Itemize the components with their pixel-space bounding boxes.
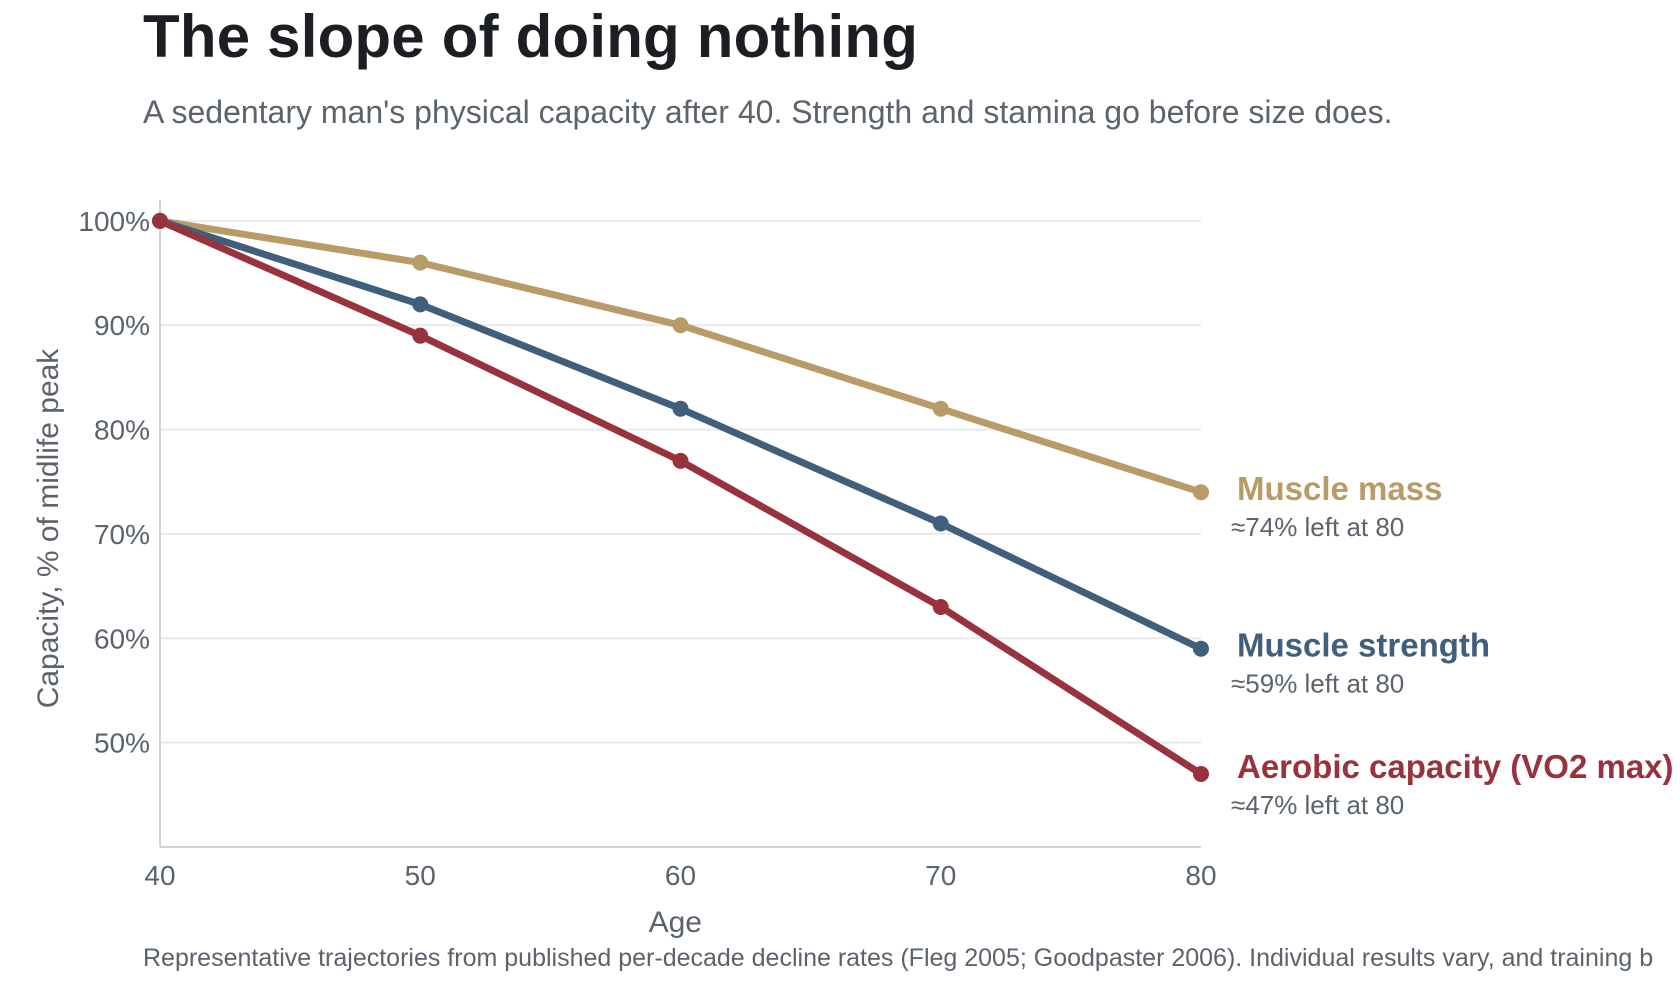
chart-title: The slope of doing nothing: [143, 3, 919, 70]
series-line: [156, 217, 1205, 778]
x-tick-label: 70: [925, 860, 956, 891]
series-lines: [156, 217, 1205, 778]
series-label: Aerobic capacity (VO2 max): [1237, 748, 1674, 785]
y-tick-label: 90%: [94, 310, 150, 341]
x-tick-label: 50: [405, 860, 436, 891]
x-tick-label: 40: [144, 860, 175, 891]
series-end-note: ≈74% left at 80: [1231, 512, 1404, 542]
y-tick-label: 100%: [78, 206, 150, 237]
series-line: [156, 217, 1205, 496]
series-points: [152, 212, 1209, 782]
series-label: Muscle mass: [1237, 470, 1442, 507]
chart-footnote: Representative trajectories from publish…: [143, 944, 1654, 972]
data-point: [932, 598, 949, 615]
data-point: [1193, 765, 1209, 782]
x-tick-label: 80: [1185, 860, 1216, 891]
chart-subtitle: A sedentary man's physical capacity afte…: [143, 94, 1393, 130]
data-point: [932, 400, 949, 417]
series-end-labels: Muscle mass ≈74% left at 80 Muscle strengt…: [1231, 470, 1674, 820]
y-axis-ticks: 50% 60% 70% 80% 90% 100%: [78, 206, 150, 759]
x-axis-label: Age: [649, 906, 702, 939]
data-point: [672, 452, 689, 469]
data-point: [152, 212, 168, 229]
x-tick-label: 60: [665, 860, 696, 891]
data-point: [1193, 640, 1209, 657]
y-tick-label: 50%: [94, 728, 150, 759]
series-line: [156, 217, 1205, 653]
series-end-note: ≈59% left at 80: [1231, 669, 1404, 699]
gridlines: [160, 219, 1201, 744]
data-point: [1193, 484, 1209, 501]
data-point: [932, 515, 949, 532]
data-point: [672, 400, 689, 417]
y-axis-label: Capacity, % of midlife peak: [32, 348, 65, 709]
data-point: [412, 296, 429, 313]
series-label: Muscle strength: [1237, 627, 1490, 664]
data-point: [412, 327, 429, 344]
series-end-note: ≈47% left at 80: [1231, 790, 1404, 820]
x-axis-ticks: 40 50 60 70 80: [144, 860, 1216, 891]
data-point: [672, 317, 689, 334]
data-point: [412, 254, 429, 271]
y-tick-label: 60%: [94, 623, 150, 654]
y-tick-label: 70%: [94, 519, 150, 550]
y-tick-label: 80%: [94, 415, 150, 446]
